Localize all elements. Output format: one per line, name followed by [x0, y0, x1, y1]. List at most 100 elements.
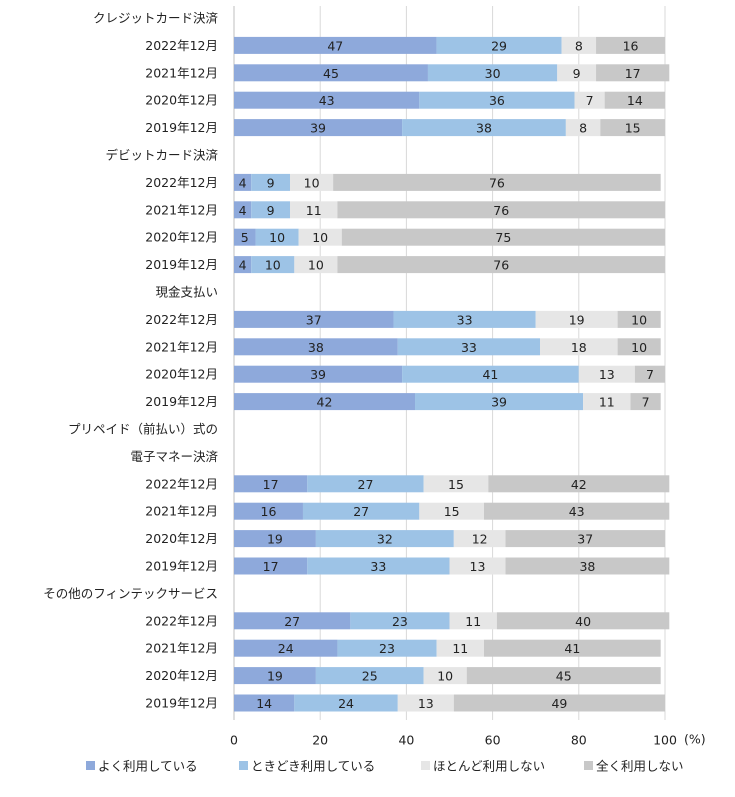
- bar-segment: [449, 557, 506, 575]
- x-tick-label: 60: [485, 733, 501, 748]
- row-label: 2021年12月: [145, 65, 218, 80]
- bar-segment: [234, 694, 295, 712]
- data-label: 13: [418, 696, 434, 711]
- data-label: 9: [573, 66, 581, 81]
- bar-segment: [617, 338, 661, 356]
- data-label: 8: [575, 38, 583, 53]
- bar-segment: [298, 228, 342, 246]
- data-label: 27: [353, 504, 369, 519]
- bar-segment: [453, 530, 506, 548]
- bar-segment: [251, 256, 295, 274]
- row-label: 2021年12月: [145, 641, 218, 656]
- bar-segment: [234, 639, 338, 657]
- bar-segment: [337, 639, 437, 657]
- data-label: 36: [489, 93, 505, 108]
- bar-segment: [488, 475, 670, 493]
- bar-segment: [234, 612, 351, 630]
- x-tick-label: 80: [571, 733, 587, 748]
- group-title: その他のフィンテックサービス: [43, 586, 218, 601]
- bar-segment: [234, 173, 252, 191]
- bar-segment: [397, 694, 454, 712]
- legend-label: ときどき利用している: [251, 759, 375, 774]
- bar-segment: [423, 667, 467, 685]
- bar-segment: [496, 612, 670, 630]
- bar-segment: [234, 365, 403, 383]
- data-label: 23: [379, 641, 395, 656]
- data-label: 4: [239, 175, 247, 190]
- legend-swatch: [86, 761, 95, 770]
- bar-segment: [402, 119, 566, 137]
- data-label: 39: [310, 367, 326, 382]
- row-label: 2022年12月: [145, 38, 218, 53]
- bar-segment: [234, 310, 394, 328]
- x-tick-label: 40: [398, 733, 414, 748]
- legend-label: ほとんど利用しない: [433, 759, 545, 774]
- data-label: 16: [623, 38, 639, 53]
- row-label: 2022年12月: [145, 476, 218, 491]
- bar-segment: [290, 173, 334, 191]
- data-label: 7: [646, 367, 654, 382]
- bar-segment: [255, 228, 299, 246]
- bar-segment: [333, 173, 661, 191]
- bar-segment: [596, 64, 670, 82]
- row-label: 2022年12月: [145, 175, 218, 190]
- x-tick-label: 0: [230, 733, 238, 748]
- data-label: 4: [239, 203, 247, 218]
- data-label: 76: [493, 203, 509, 218]
- data-label: 47: [327, 38, 343, 53]
- row-label: 2020年12月: [145, 531, 218, 546]
- data-label: 15: [625, 121, 641, 136]
- data-label: 38: [476, 121, 492, 136]
- data-label: 23: [392, 614, 408, 629]
- group-title: 電子マネー決済: [130, 449, 218, 464]
- bar-segment: [294, 694, 398, 712]
- bar-segment: [583, 393, 631, 411]
- data-label: 17: [263, 477, 279, 492]
- x-unit-label: (%): [684, 732, 706, 747]
- data-label: 11: [599, 395, 615, 410]
- group-title: デビットカード決済: [105, 148, 218, 163]
- bar-segment: [234, 91, 420, 109]
- bar-segment: [234, 228, 256, 246]
- data-label: 76: [489, 175, 505, 190]
- bar-segment: [617, 310, 661, 328]
- bar-segment: [419, 502, 484, 520]
- legend-swatch: [421, 761, 430, 770]
- data-label: 49: [551, 696, 567, 711]
- bar-segment: [535, 310, 618, 328]
- data-label: 10: [312, 230, 328, 245]
- bar-segment: [557, 64, 597, 82]
- bar-segment: [251, 173, 291, 191]
- bar-segment: [604, 91, 665, 109]
- data-label: 41: [482, 367, 498, 382]
- data-label: 13: [599, 367, 615, 382]
- data-label: 42: [317, 395, 333, 410]
- data-label: 14: [256, 696, 272, 711]
- bar-segment: [290, 201, 338, 219]
- data-label: 10: [269, 230, 285, 245]
- data-label: 9: [267, 203, 275, 218]
- bar-segment: [341, 228, 665, 246]
- bar-segment: [561, 36, 597, 54]
- data-label: 19: [569, 312, 585, 327]
- group-title: クレジットカード決済: [93, 11, 219, 26]
- data-label: 41: [564, 641, 580, 656]
- bar-segment: [234, 36, 437, 54]
- bar-segment: [436, 36, 562, 54]
- data-label: 37: [577, 532, 593, 547]
- bar-segment: [436, 639, 484, 657]
- bar-segment: [234, 201, 252, 219]
- bar-segment: [234, 502, 303, 520]
- row-label: 2020年12月: [145, 668, 218, 683]
- legend-swatch: [584, 761, 593, 770]
- legend-label: 全く利用しない: [596, 759, 684, 774]
- bar-segment: [427, 64, 558, 82]
- data-label: 10: [304, 175, 320, 190]
- data-label: 43: [569, 504, 585, 519]
- bar-segment: [505, 557, 670, 575]
- bar-segment: [540, 338, 618, 356]
- row-label: 2022年12月: [145, 613, 218, 628]
- data-label: 10: [308, 258, 324, 273]
- bar-segment: [234, 393, 416, 411]
